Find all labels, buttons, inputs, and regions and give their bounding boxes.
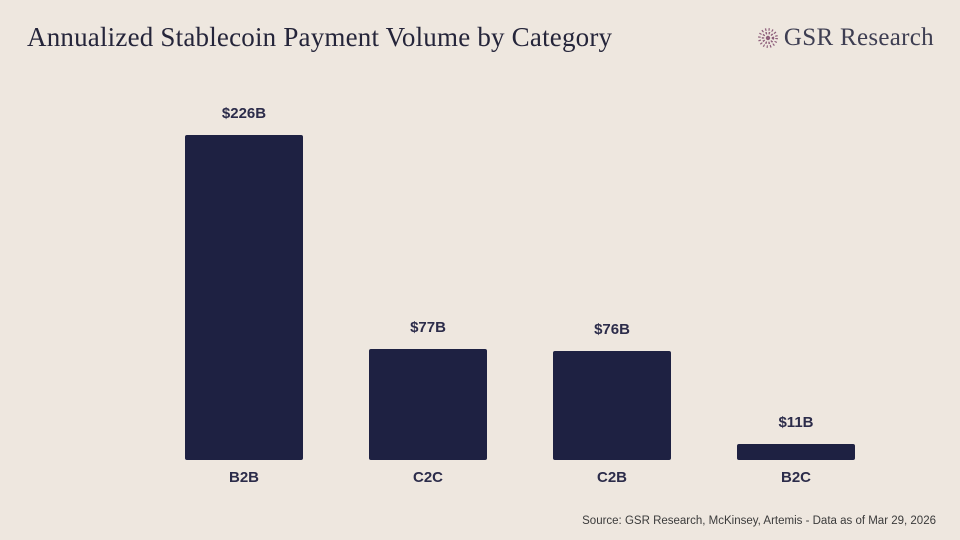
- brand-name: GSR Research: [783, 24, 934, 51]
- bar-c2b: [553, 351, 671, 460]
- bar-group-c2b: $76B C2B: [520, 90, 704, 486]
- bar-b2c: [737, 444, 855, 460]
- category-label-c2c: C2C: [412, 469, 443, 486]
- bar-area: $77B: [336, 90, 520, 460]
- value-label-c2c: $77B: [410, 319, 446, 336]
- bar-area: $11B: [704, 90, 888, 460]
- bar-group-b2c: $11B B2C: [704, 90, 888, 486]
- bar-b2b: [185, 135, 303, 460]
- bar-area: $76B: [520, 90, 704, 460]
- category-label-b2b: B2B: [228, 469, 259, 486]
- bar-group-b2b: $226B B2B: [152, 90, 336, 486]
- value-label-b2c: $11B: [778, 414, 814, 431]
- value-label-b2b: $226B: [221, 105, 267, 122]
- brand-logo: GSR Research: [756, 24, 934, 52]
- bar-group-c2c: $77B C2C: [336, 90, 520, 486]
- bar-chart: $226B B2B $77B C2C $76B C2B $11B B2C: [152, 90, 888, 486]
- category-label-b2c: B2C: [780, 469, 811, 486]
- starburst-icon: [757, 28, 778, 48]
- value-label-c2b: $76B: [594, 321, 630, 338]
- bar-c2c: [369, 349, 487, 460]
- source-note: Source: GSR Research, McKinsey, Artemis …: [582, 515, 936, 527]
- category-label-c2b: C2B: [596, 469, 627, 486]
- bar-area: $226B: [152, 90, 336, 460]
- page-title: Annualized Stablecoin Payment Volume by …: [27, 22, 613, 52]
